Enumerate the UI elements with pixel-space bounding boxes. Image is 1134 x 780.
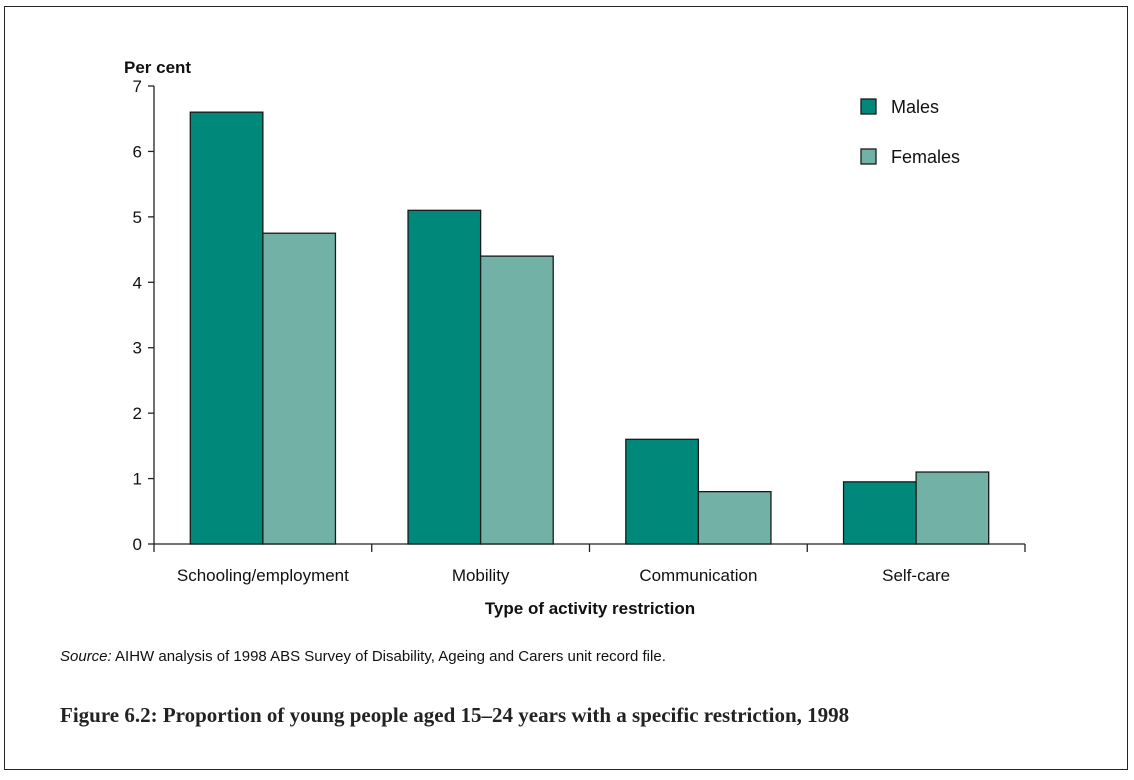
bars <box>189 111 990 545</box>
y-tick-label: 6 <box>133 142 142 161</box>
bar-females-1 <box>479 255 554 545</box>
y-axis: 0 1 2 3 4 5 6 7 <box>133 77 155 554</box>
y-tick-label: 7 <box>133 77 142 96</box>
x-category-label: Schooling/employment <box>177 566 349 585</box>
legend: Males Females <box>860 97 960 167</box>
y-tick-label: 2 <box>133 404 142 423</box>
y-tick-label: 5 <box>133 208 142 227</box>
x-axis-title: Type of activity restriction <box>485 599 695 618</box>
bar-females-3 <box>915 471 990 545</box>
y-tick-label: 3 <box>133 339 142 358</box>
source-label: Source: <box>60 648 112 665</box>
x-category-label: Communication <box>639 566 757 585</box>
legend-label-males: Males <box>891 97 939 117</box>
y-tick-label: 1 <box>133 470 142 489</box>
bar-males-0 <box>189 111 264 545</box>
y-axis-title: Per cent <box>124 58 191 77</box>
bar-females-2 <box>697 491 772 545</box>
legend-swatch-females <box>860 148 877 165</box>
x-category-label: Self-care <box>882 566 950 585</box>
bar-males-1 <box>407 209 482 545</box>
bar-chart: Per cent 0 1 2 3 4 5 6 7 Schooling/employment Mo… <box>124 58 1026 618</box>
figure-caption: Figure 6.2: Proportion of young people a… <box>60 703 850 727</box>
bar-females-0 <box>262 232 337 545</box>
x-category-label: Mobility <box>452 566 510 585</box>
x-axis: Schooling/employment Mobility Communicatio… <box>153 543 1026 585</box>
y-tick-label: 0 <box>133 535 142 554</box>
y-tick-label: 4 <box>133 273 142 292</box>
source-note: Source: AIHW analysis of 1998 ABS Survey… <box>60 648 666 665</box>
bar-males-2 <box>625 438 700 545</box>
legend-label-females: Females <box>891 147 960 167</box>
source-text: AIHW analysis of 1998 ABS Survey of Disa… <box>111 648 666 665</box>
bar-males-3 <box>842 481 917 545</box>
legend-swatch-males <box>860 98 877 115</box>
